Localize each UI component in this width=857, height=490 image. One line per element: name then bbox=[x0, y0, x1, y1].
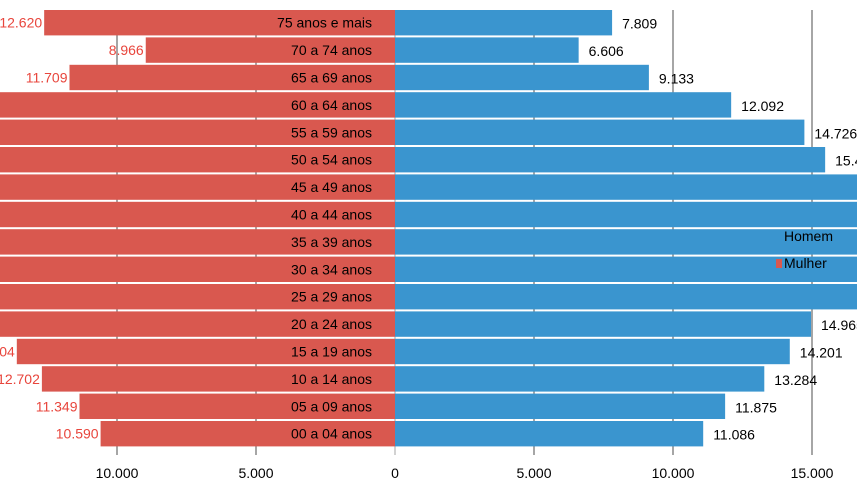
value-label-homem: 14.965 bbox=[821, 317, 857, 333]
value-label-homem: 13.284 bbox=[774, 372, 817, 388]
value-label-mulher: 10.590 bbox=[56, 426, 99, 442]
bar-mulher bbox=[41, 366, 395, 392]
bar-homem bbox=[395, 92, 732, 118]
age-group-label: 05 a 09 anos bbox=[291, 398, 372, 414]
legend-label-homem: Homem bbox=[784, 228, 834, 244]
value-label-homem: 12.092 bbox=[741, 98, 784, 114]
value-label-mulher: 12.620 bbox=[0, 15, 42, 31]
value-label-homem: 11.875 bbox=[735, 399, 777, 415]
age-group-label: 40 a 44 anos bbox=[291, 207, 372, 223]
bar-mulher bbox=[0, 147, 395, 173]
bar-mulher bbox=[0, 229, 395, 255]
legend-swatch-mulher bbox=[776, 258, 782, 268]
legend-item-mulher: Mulher bbox=[776, 255, 833, 271]
bar-homem bbox=[395, 284, 857, 310]
legend-item-homem: Homem bbox=[776, 228, 833, 244]
value-label-mulher: 12.702 bbox=[0, 371, 40, 387]
age-group-label: 25 a 29 anos bbox=[291, 289, 372, 305]
value-label-homem: 7.809 bbox=[622, 16, 657, 32]
value-label-homem: 14.726 bbox=[814, 125, 857, 141]
value-label-homem: 11.086 bbox=[713, 427, 755, 443]
value-label-mulher: 11.349 bbox=[36, 398, 78, 414]
bar-mulher bbox=[44, 10, 395, 36]
bars bbox=[0, 10, 857, 447]
age-group-label: 65 a 69 anos bbox=[291, 70, 372, 86]
value-label-homem: 9.133 bbox=[659, 71, 694, 87]
value-label-mulher: 11.709 bbox=[26, 70, 68, 86]
bar-homem bbox=[395, 311, 812, 337]
bar-homem bbox=[395, 119, 805, 145]
value-label-homem: 15.473 bbox=[835, 153, 857, 169]
legend: Homem Mulher bbox=[776, 228, 833, 282]
age-group-label: 55 a 59 anos bbox=[291, 124, 372, 140]
value-label-mulher: 8.966 bbox=[109, 42, 144, 58]
x-tick-label: 15.000 bbox=[791, 465, 834, 481]
bar-mulher bbox=[79, 393, 395, 419]
age-group-label: 45 a 49 anos bbox=[291, 179, 372, 195]
bar-mulher bbox=[16, 338, 395, 365]
bar-homem bbox=[395, 338, 790, 365]
bar-homem bbox=[395, 201, 857, 228]
value-label-homem: 6.606 bbox=[589, 43, 624, 59]
age-group-label: 30 a 34 anos bbox=[291, 261, 372, 277]
bar-mulher bbox=[69, 64, 395, 91]
age-group-label: 10 a 14 anos bbox=[291, 371, 372, 387]
age-group-label: 50 a 54 anos bbox=[291, 152, 372, 168]
bar-mulher bbox=[0, 201, 395, 228]
x-tick-label: 5.000 bbox=[516, 465, 551, 481]
legend-label-mulher: Mulher bbox=[784, 255, 827, 271]
data-labels: 75 anos e mais 12.620 7.809 70 a 74 anos 8.9… bbox=[0, 15, 857, 443]
legend-swatch-homem bbox=[776, 231, 782, 241]
bar-homem bbox=[395, 421, 704, 447]
bar-mulher bbox=[0, 256, 395, 282]
bar-homem bbox=[395, 366, 765, 392]
bar-homem bbox=[395, 64, 649, 91]
bar-mulher bbox=[0, 119, 396, 145]
age-group-label: 35 a 39 anos bbox=[291, 234, 372, 250]
bar-homem bbox=[395, 393, 726, 419]
x-tick-label: 5.000 bbox=[238, 465, 273, 481]
age-group-label: 15 a 19 anos bbox=[291, 344, 372, 360]
x-axis-ticks: 25.00020.00015.00010.0005.00005.00010.00… bbox=[96, 465, 834, 481]
bar-homem bbox=[395, 10, 613, 36]
age-group-label: 20 a 24 anos bbox=[291, 316, 372, 332]
bar-mulher bbox=[145, 37, 395, 63]
age-group-label: 70 a 74 anos bbox=[291, 42, 372, 58]
bar-homem bbox=[395, 174, 857, 200]
age-group-label: 60 a 64 anos bbox=[291, 97, 372, 113]
x-tick-label: 0 bbox=[391, 465, 399, 481]
age-group-label: 75 anos e mais bbox=[277, 15, 372, 31]
x-tick-label: 10.000 bbox=[652, 465, 695, 481]
bar-mulher bbox=[0, 92, 395, 118]
bar-homem bbox=[395, 37, 579, 63]
bar-mulher bbox=[0, 284, 395, 310]
bar-mulher bbox=[0, 174, 395, 200]
value-label-mulher: 13.604 bbox=[0, 344, 15, 360]
bar-homem bbox=[395, 147, 826, 173]
bar-mulher bbox=[0, 311, 395, 337]
age-group-label: 00 a 04 anos bbox=[291, 426, 372, 442]
x-tick-label: 10.000 bbox=[96, 465, 139, 481]
bar-mulher bbox=[100, 421, 396, 447]
value-label-homem: 14.201 bbox=[800, 345, 843, 361]
